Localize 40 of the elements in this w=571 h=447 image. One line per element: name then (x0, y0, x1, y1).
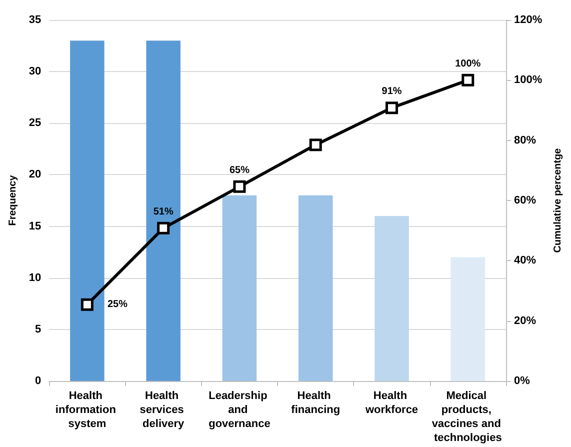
x-tick-label: Medical products, vaccines and technologies (432, 390, 504, 444)
y-tick-label: 30 (28, 66, 42, 78)
point (233, 180, 246, 193)
bar (70, 40, 104, 381)
bar (222, 195, 257, 381)
y-tick-label: 20 (28, 168, 42, 181)
point (386, 102, 398, 114)
y-axis-title: Frequency (8, 174, 18, 226)
y-tick-label: 5 (35, 323, 42, 336)
data-label: 25% (107, 299, 128, 310)
y-tick-label: 10 (28, 272, 42, 284)
x-tick-label: Health workforce (364, 390, 418, 416)
y2-axis-title: Cumulative percentge (552, 148, 564, 253)
y-tick-label: 35 (28, 14, 42, 26)
y2-tick-label: 80% (514, 134, 536, 146)
y-tick-label: 25 (28, 117, 42, 130)
bar (298, 195, 333, 381)
data-label: 51% (153, 206, 174, 218)
data-label: 91% (382, 86, 402, 98)
x-tick-label: Health financing (291, 390, 340, 416)
y-tick-label: 15 (28, 220, 42, 232)
y2-tick-label: 40% (514, 254, 536, 267)
y2-tick-label: 60% (514, 194, 536, 206)
y2-tick-label: 20% (514, 314, 536, 327)
bar (374, 216, 409, 381)
bar (450, 257, 486, 381)
y2-tick-label: 120% (514, 14, 542, 26)
point (157, 222, 170, 234)
point (462, 74, 474, 86)
point (80, 298, 94, 311)
y2-tick-label: 0% (514, 375, 530, 387)
x-tick-label: Leadership and governance (208, 390, 270, 430)
data-label: 100% (455, 58, 481, 70)
y-tick-label: 0 (35, 375, 42, 387)
bar (146, 40, 180, 381)
x-tick-label: Health information system (55, 390, 119, 430)
point (309, 138, 322, 152)
x-tick-label: Health services delivery (140, 390, 187, 430)
y2-tick-label: 100% (514, 74, 542, 86)
data-label: 65% (229, 164, 250, 176)
